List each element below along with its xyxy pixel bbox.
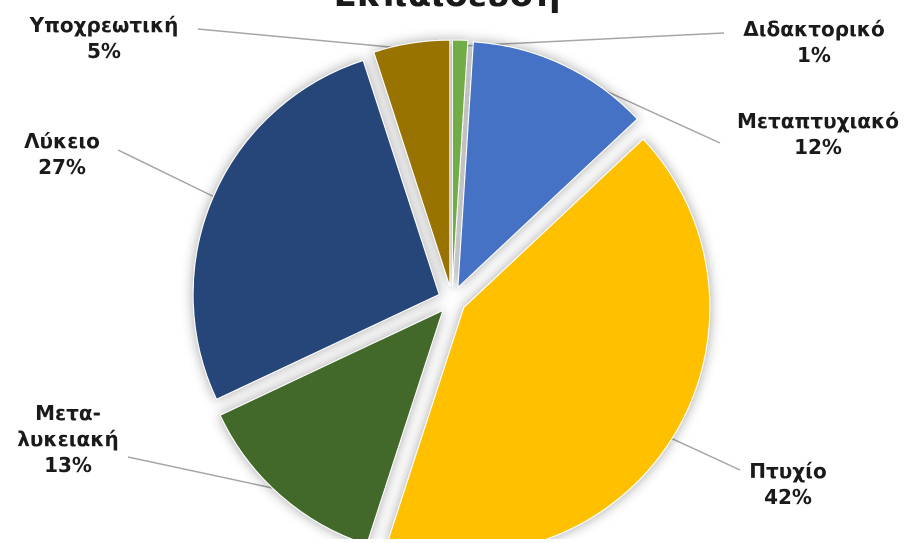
pie-slice-5 (192, 59, 440, 400)
data-label-percent: 13% (44, 453, 92, 477)
data-label-6: Υποχρεωτική 5% (29, 13, 179, 63)
data-label-4: Μετα-λυκειακή 13% (17, 401, 118, 477)
data-label-name: Μετα- (35, 401, 101, 425)
data-labels: Διδακτορικό 1% Μεταπτυχιακό 12% Πτυχίο 42% Μετ… (17, 13, 899, 509)
data-label-5: Λύκειο 27% (24, 129, 100, 179)
pie-slice-6 (373, 39, 451, 287)
leader-line-3 (666, 435, 741, 471)
data-label-name: Διδακτορικό (743, 17, 885, 41)
data-label-percent: 5% (87, 39, 121, 63)
pie-slice-3 (387, 138, 711, 543)
data-label-percent: 12% (794, 135, 842, 159)
data-label-3: Πτυχίο 42% (749, 459, 826, 509)
leader-line-6 (197, 28, 413, 50)
pie-slices (192, 39, 711, 543)
data-label-percent: 1% (797, 43, 831, 67)
data-label-1: Διδακτορικό 1% (743, 17, 885, 67)
leader-line-5 (117, 149, 220, 200)
data-label-percent: 27% (38, 155, 86, 179)
pie-slice-2 (457, 41, 638, 289)
leader-line-4 (127, 456, 285, 492)
data-label-percent: 42% (764, 485, 812, 509)
data-label-name: Υποχρεωτική (29, 13, 179, 37)
data-label-2: Μεταπτυχιακό 12% (737, 109, 899, 159)
data-label-name: Λύκειο (24, 129, 100, 153)
data-label-name: λυκειακή (17, 427, 118, 451)
leader-line-1 (459, 32, 725, 47)
chart-title: Εκπαίδευση (334, 0, 561, 15)
data-label-name: Πτυχίο (749, 459, 826, 483)
data-label-name: Μεταπτυχιακό (737, 109, 899, 133)
pie-slice-1 (451, 39, 469, 287)
